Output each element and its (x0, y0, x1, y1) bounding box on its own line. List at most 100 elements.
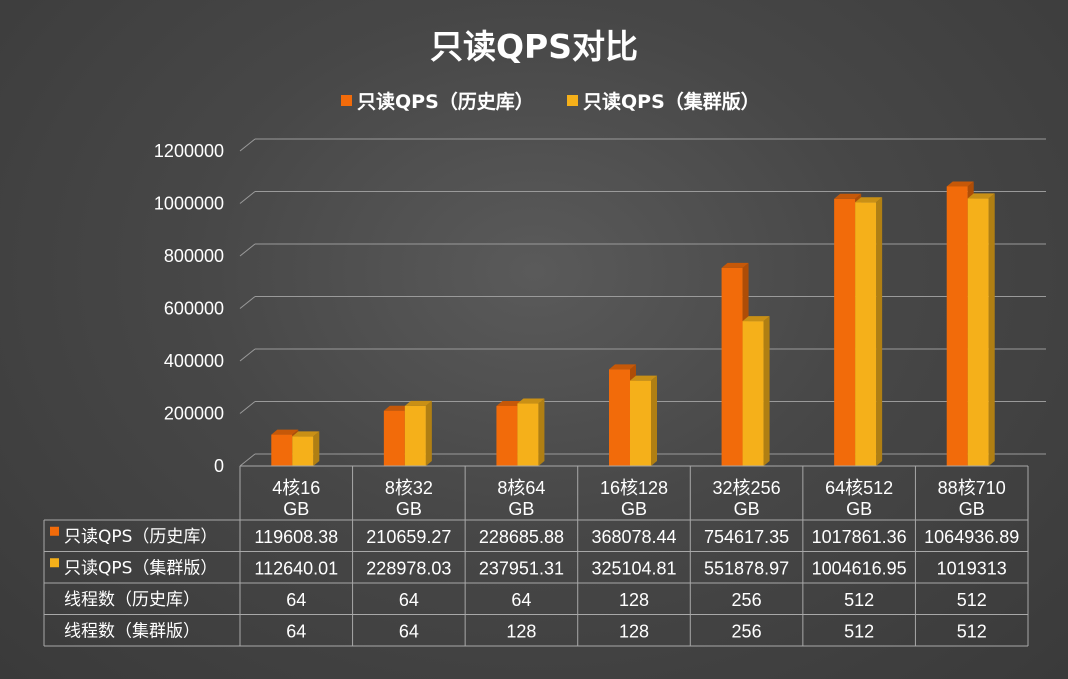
table-cell: 256 (732, 590, 762, 610)
row-header: 只读QPS（集群版） (64, 558, 217, 578)
bar-top (721, 262, 749, 268)
bar-front (292, 436, 314, 466)
gridline-depth (239, 296, 256, 309)
bar-cluster-6 (967, 193, 995, 466)
category-label: GB (621, 499, 647, 519)
bar-top (946, 181, 974, 187)
bar-top (404, 400, 432, 406)
bar-front (271, 434, 293, 466)
category-label: GB (846, 499, 872, 519)
bar-top (517, 398, 545, 404)
bar-front (855, 202, 877, 466)
row-header: 线程数（集群版） (64, 621, 200, 641)
bar-cluster-4 (742, 316, 770, 466)
bar-top (271, 429, 299, 435)
table-cell: 551878.97 (704, 558, 789, 578)
bar-cluster-2 (517, 398, 545, 466)
table-cell: 64 (399, 590, 419, 610)
bar-front (609, 369, 630, 466)
row-header: 只读QPS（历史库） (64, 527, 217, 547)
category-label: GB (959, 499, 985, 519)
legend-label-cluster: 只读QPS（集群版） (583, 90, 760, 113)
bar-front (383, 410, 405, 466)
bar-cluster-3 (630, 375, 657, 466)
category-label: GB (283, 499, 309, 519)
bar-top (609, 364, 636, 370)
data-table: 4核16GB8核32GB8核64GB16核128GB32核256GB64核512… (43, 465, 1029, 647)
bar-top (855, 197, 883, 203)
bar-top (383, 405, 411, 411)
bar-front (834, 198, 856, 466)
table-cell: 1019313 (937, 558, 1007, 578)
legend-swatch-cluster (567, 95, 578, 106)
chart-title: 只读QPS对比 (430, 27, 638, 66)
bar-cluster-5 (855, 197, 883, 466)
bar-top (834, 193, 862, 199)
bar-side (876, 197, 883, 466)
category-label: GB (508, 499, 534, 519)
row-swatch (50, 558, 59, 568)
table-cell: 128 (619, 621, 649, 641)
category-label: 32核256 (713, 478, 781, 498)
table-cell: 368078.44 (591, 527, 676, 547)
y-tick-label: 400000 (164, 351, 224, 371)
table-cell: 512 (957, 590, 987, 610)
category-label: 4核16 (272, 478, 320, 498)
table-cell: 256 (732, 621, 762, 641)
gridline-depth (239, 401, 256, 414)
table-cell: 64 (399, 621, 419, 641)
bar-cluster-1 (404, 400, 432, 466)
y-tick-label: 800000 (164, 246, 224, 266)
bar-front (946, 186, 968, 466)
bar-front (496, 405, 518, 466)
row-swatch (50, 526, 59, 536)
bar-front (404, 405, 426, 466)
gridline-depth (239, 138, 256, 152)
y-tick-label: 200000 (164, 404, 224, 424)
bar-front (630, 380, 651, 466)
bar-front (517, 403, 539, 466)
legend-swatch-history (341, 95, 352, 106)
table-cell: 128 (506, 621, 536, 641)
table-cell: 754617.35 (704, 527, 789, 547)
gridline-depth (239, 243, 256, 257)
table-cell: 119608.38 (254, 527, 338, 547)
bar-side (651, 375, 657, 466)
category-label: GB (734, 499, 760, 519)
table-cell: 1004616.95 (812, 558, 907, 578)
y-tick-label: 1000000 (154, 194, 224, 214)
y-tick-label: 1200000 (154, 141, 224, 161)
gridline-depth (239, 453, 256, 467)
table-cell: 112640.01 (254, 558, 338, 578)
table-cell: 325104.81 (591, 558, 676, 578)
gridline-depth (239, 191, 256, 204)
bar-side (538, 398, 545, 466)
table-cell: 1064936.89 (924, 527, 1019, 547)
table-cell: 228685.88 (479, 527, 564, 547)
table-cell: 128 (619, 590, 649, 610)
bar-side (313, 431, 320, 466)
table-cell: 228978.03 (366, 558, 451, 578)
y-tick-label: 0 (214, 456, 224, 476)
category-label: 8核32 (385, 478, 433, 498)
y-tick-label: 600000 (164, 299, 224, 319)
table-cell: 237951.31 (479, 558, 564, 578)
bar-front (967, 198, 989, 466)
table-cell: 512 (844, 621, 874, 641)
gridline-depth (239, 348, 256, 362)
category-label: 8核64 (497, 478, 545, 498)
table-cell: 512 (844, 590, 874, 610)
category-label: 88核710 (938, 478, 1006, 498)
bar-top (630, 375, 657, 381)
table-cell: 210659.27 (366, 527, 451, 547)
table-cell: 1017861.36 (812, 527, 907, 547)
bar-top (292, 431, 320, 437)
y-axis-ticks: 0 200000 400000 600000 800000 1000000 1200000 (154, 141, 224, 476)
bar-top (967, 193, 995, 199)
row-header: 线程数（历史库） (64, 590, 200, 610)
legend: 只读QPS（历史库） 只读QPS（集群版） (341, 90, 760, 113)
bar-side (763, 316, 770, 466)
table-cell: 512 (957, 621, 987, 641)
bar-top (496, 400, 524, 406)
